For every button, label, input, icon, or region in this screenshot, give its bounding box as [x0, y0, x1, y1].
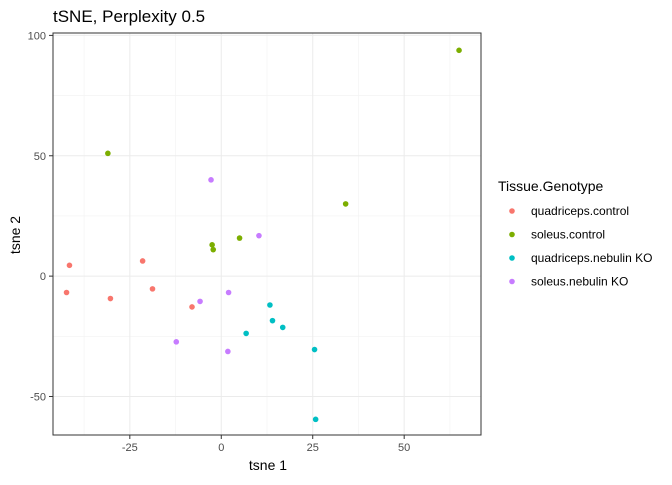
- data-point-series-3: [279, 324, 286, 331]
- panel-border: [52, 32, 482, 436]
- data-point-series-3: [267, 302, 273, 308]
- y-tick-label: 50: [34, 151, 46, 163]
- data-point-series-1: [63, 289, 70, 296]
- data-points: [63, 47, 462, 423]
- data-point-series-3: [269, 317, 276, 324]
- x-tick-label: 25: [307, 442, 319, 454]
- legend-key: [509, 278, 515, 285]
- data-point-series-1: [149, 286, 156, 292]
- grid-layer: [53, 33, 481, 435]
- data-point-series-3: [311, 346, 318, 353]
- data-point-series-2: [456, 47, 462, 54]
- data-point-series-4: [208, 177, 214, 183]
- data-point-series-2: [342, 201, 349, 207]
- legend-title: Tissue.Genotype: [498, 178, 604, 194]
- legend-key: [509, 208, 515, 214]
- x-tick-label: 50: [398, 442, 410, 454]
- data-point-series-2: [236, 235, 243, 241]
- data-point-series-1: [107, 295, 114, 302]
- chart-title: tSNE, Perplexity 0.5: [53, 7, 205, 26]
- data-point-series-2: [210, 246, 217, 253]
- y-axis-title: tsne 2: [7, 216, 23, 254]
- data-point-series-2: [105, 150, 111, 157]
- data-point-series-4: [173, 339, 180, 345]
- legend-label: quadriceps.control: [531, 204, 629, 218]
- y-tick-label: 100: [28, 30, 46, 42]
- x-tick-label: -25: [122, 442, 138, 454]
- legend-label: quadriceps.nebulin KO: [531, 251, 652, 265]
- data-point-series-3: [312, 416, 319, 423]
- data-point-series-4: [197, 298, 203, 305]
- data-point-series-4: [225, 348, 231, 355]
- legend-label: soleus.control: [531, 228, 605, 242]
- legend-key: [509, 255, 515, 261]
- data-point-series-3: [243, 330, 249, 337]
- y-tick-label: 0: [40, 271, 46, 283]
- legend-key: [509, 231, 515, 238]
- x-tick-label: 0: [218, 442, 224, 454]
- legend-label: soleus.nebulin KO: [531, 275, 628, 289]
- data-point-series-2: [209, 242, 215, 248]
- data-point-series-4: [225, 289, 232, 296]
- legend-items: quadriceps.control soleus.control quadrice…: [509, 204, 652, 289]
- data-point-series-1: [66, 262, 73, 269]
- data-point-series-4: [256, 232, 262, 239]
- data-point-series-1: [139, 258, 146, 264]
- y-tick-label: -50: [30, 391, 46, 403]
- legend: Tissue.Genotype quadriceps.control soleus…: [498, 178, 652, 289]
- data-point-series-1: [189, 304, 195, 310]
- axis-ticks: -25 0 25 50 -50 0 50 100: [28, 30, 411, 454]
- x-axis-title: tsne 1: [249, 457, 287, 473]
